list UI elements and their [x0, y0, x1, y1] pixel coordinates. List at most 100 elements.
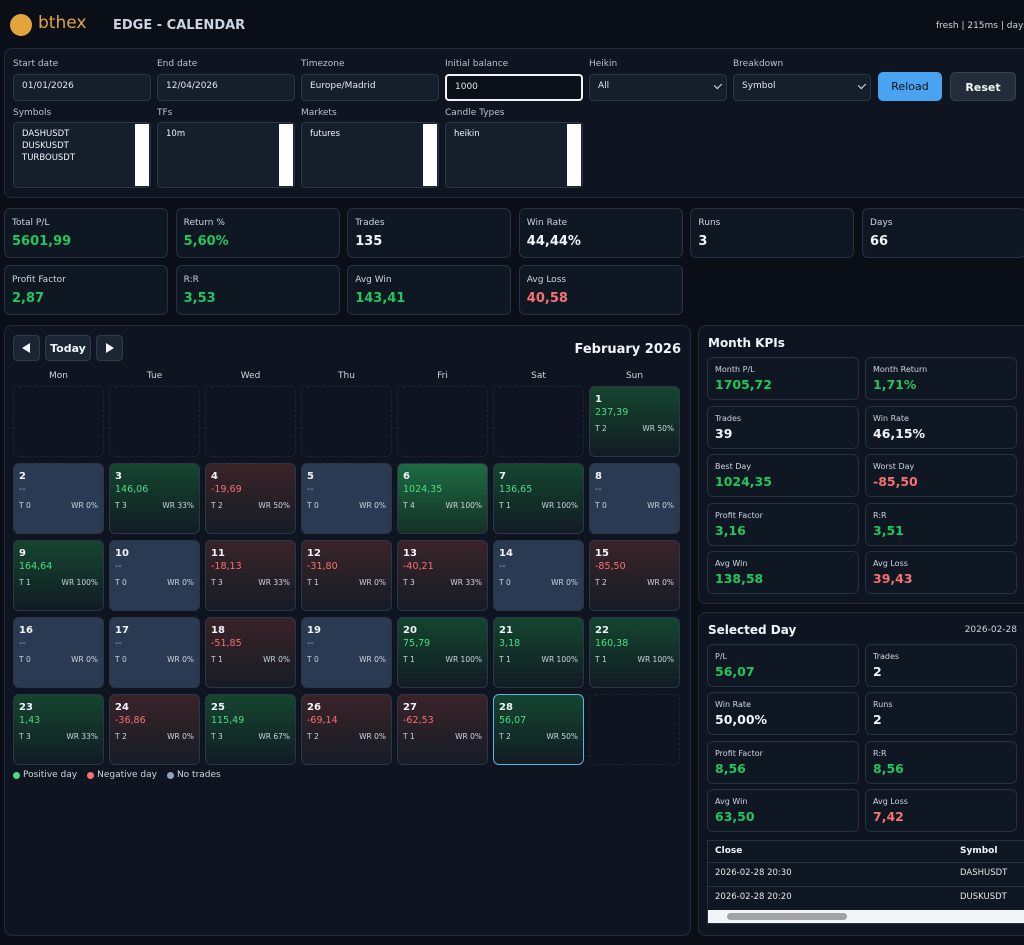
- h-scroll-thumb[interactable]: [727, 913, 847, 920]
- kpi-value: 39: [715, 425, 733, 441]
- list-box[interactable]: [13, 122, 151, 188]
- day-number: 10: [115, 548, 129, 559]
- day-cell[interactable]: [13, 694, 104, 765]
- day-pl: 3,18: [499, 638, 521, 649]
- field-input[interactable]: All: [589, 74, 727, 101]
- field-input[interactable]: 12/04/2026: [157, 74, 295, 101]
- field-input[interactable]: 1000: [445, 74, 583, 101]
- legend-label: No trades: [176, 770, 221, 780]
- day-cell[interactable]: [397, 540, 488, 611]
- day-winrate: WR 100%: [541, 655, 578, 664]
- kpi-card: [707, 357, 859, 400]
- day-pl: --: [499, 561, 506, 572]
- day-trades: T 0: [595, 501, 607, 510]
- day-pl: --: [307, 484, 314, 495]
- day-cell[interactable]: [301, 694, 392, 765]
- list-box[interactable]: [301, 122, 439, 188]
- scrollbar: [567, 124, 581, 186]
- day-cell[interactable]: [493, 694, 584, 765]
- day-winrate: WR 0%: [263, 655, 290, 664]
- kpi-value: 3,53: [183, 291, 216, 306]
- field-input[interactable]: Europe/Madrid: [301, 74, 439, 101]
- day-cell[interactable]: [205, 463, 296, 534]
- day-winrate: WR 67%: [258, 732, 290, 741]
- kpi-card: [175, 208, 340, 258]
- today-button[interactable]: Today: [45, 335, 91, 361]
- field-input[interactable]: 01/01/2026: [13, 74, 151, 101]
- day-cell[interactable]: [301, 540, 392, 611]
- day-trades: T 0: [19, 501, 31, 510]
- kpi-value: -85,50: [873, 474, 918, 489]
- list-item: futures: [310, 129, 341, 139]
- day-winrate: WR 0%: [167, 655, 194, 664]
- day-cell[interactable]: [13, 617, 104, 688]
- day-winrate: WR 33%: [66, 732, 98, 741]
- kpi-label: Win Rate: [873, 413, 909, 423]
- kpi-label: Days: [870, 218, 893, 228]
- day-winrate: WR 0%: [647, 501, 674, 510]
- day-cell[interactable]: [589, 386, 680, 457]
- day-cell[interactable]: [205, 694, 296, 765]
- day-cell[interactable]: [205, 617, 296, 688]
- day-number: 9: [19, 548, 26, 559]
- day-winrate: WR 0%: [167, 732, 194, 741]
- day-cell[interactable]: [109, 540, 200, 611]
- day-winrate: WR 33%: [162, 501, 194, 510]
- legend-dot: [166, 772, 174, 779]
- day-cell[interactable]: [397, 463, 488, 534]
- day-number: 17: [115, 625, 129, 636]
- day-trades: T 2: [211, 501, 223, 510]
- field-input[interactable]: Symbol: [733, 74, 871, 101]
- kpi-label: Avg Win: [715, 559, 748, 568]
- kpi-value: 135: [355, 234, 383, 249]
- day-trades: T 3: [403, 578, 415, 587]
- day-cell[interactable]: [109, 617, 200, 688]
- day-cell[interactable]: [109, 463, 200, 534]
- day-cell[interactable]: [493, 463, 584, 534]
- kpi-card: [707, 644, 859, 687]
- day-cell[interactable]: [109, 694, 200, 765]
- day-cell[interactable]: [205, 540, 296, 611]
- prev-button[interactable]: [13, 335, 40, 361]
- day-cell[interactable]: [589, 617, 680, 688]
- reload-button[interactable]: Reload: [878, 72, 942, 101]
- day-cell[interactable]: [397, 694, 488, 765]
- day-trades: T 1: [499, 501, 511, 510]
- kpi-value: 5601,99: [12, 234, 72, 249]
- kpi-card: [865, 551, 1017, 594]
- day-trades: T 0: [115, 655, 127, 664]
- kpi-label: R:R: [873, 748, 887, 758]
- day-winrate: WR 50%: [546, 732, 578, 741]
- list-box[interactable]: [157, 122, 295, 188]
- day-pl: --: [115, 638, 122, 649]
- day-cell[interactable]: [397, 617, 488, 688]
- day-cell[interactable]: [589, 540, 680, 611]
- day-cell[interactable]: [493, 540, 584, 611]
- day-number: 5: [307, 471, 314, 482]
- day-number: 7: [499, 471, 506, 482]
- day-winrate: WR 0%: [71, 655, 98, 664]
- kpi-value: 1024,35: [715, 474, 772, 489]
- table-header: Symbol: [960, 846, 998, 856]
- list-box[interactable]: [445, 122, 583, 188]
- kpi-label: R:R: [183, 275, 199, 285]
- day-cell[interactable]: [13, 540, 104, 611]
- day-pl: 56,07: [499, 715, 527, 726]
- day-cell[interactable]: [301, 617, 392, 688]
- day-trades: T 0: [115, 578, 127, 587]
- day-cell[interactable]: [493, 617, 584, 688]
- kpi-value: 40,58: [526, 291, 568, 306]
- kpi-label: Month Return: [873, 365, 928, 374]
- day-cell[interactable]: [13, 463, 104, 534]
- day-cell[interactable]: [589, 463, 680, 534]
- kpi-value: 8,56: [715, 760, 746, 776]
- day-pl: 164,64: [19, 561, 53, 572]
- reset-button[interactable]: Reset: [950, 72, 1016, 101]
- day-number: 23: [19, 702, 33, 713]
- day-pl: --: [115, 561, 122, 572]
- day-trades: T 3: [19, 732, 31, 741]
- prev-icon: [22, 343, 30, 353]
- day-cell[interactable]: [301, 463, 392, 534]
- kpi-label: Runs: [698, 218, 721, 228]
- day-number: 18: [211, 625, 225, 636]
